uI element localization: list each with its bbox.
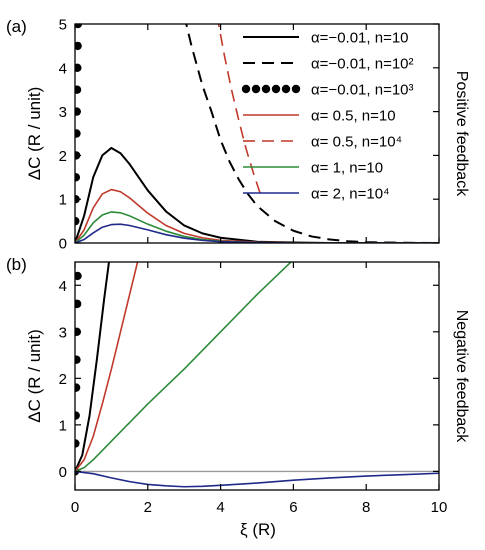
x-tick-label: 0 (71, 499, 79, 516)
plot-frame (74, 23, 440, 244)
legend-item: α= 0.5, n=10⁴ (243, 134, 402, 151)
legend-marker (291, 84, 301, 94)
series-2-markers (75, 271, 82, 476)
x-tick-label: 6 (289, 499, 297, 516)
data-point (75, 216, 80, 226)
series-3-markers (75, 24, 83, 243)
side-label: Positive feedback (453, 71, 470, 197)
data-point (75, 355, 81, 364)
legend-marker (281, 84, 291, 94)
legend-label: α=−0.01, n=10³ (311, 82, 414, 99)
legend-label: α=−0.01, n=10² (311, 56, 414, 73)
legend-marker (241, 84, 251, 94)
panel-label: (a) (6, 17, 27, 36)
legend-label: α=−0.01, n=10 (311, 30, 409, 47)
y-tick-label: 0 (59, 464, 67, 481)
series-3-line (75, 262, 139, 472)
data-point (75, 85, 82, 94)
legend-item: α=−0.01, n=10³ (241, 82, 414, 99)
x-tick-label: 4 (216, 499, 224, 516)
y-tick-label: 0 (59, 236, 67, 253)
series-6-line (75, 211, 439, 243)
data-point (75, 411, 80, 420)
legend-marker (271, 84, 281, 94)
y-axis-label: ΔC (R / unit) (25, 329, 44, 423)
x-axis-label: ξ (R) (240, 520, 276, 539)
plot-frame (74, 261, 440, 491)
y-tick-label: 2 (59, 371, 67, 388)
data-point (75, 24, 83, 29)
legend-marker (261, 84, 271, 94)
y-tick-label: 1 (59, 417, 67, 434)
data-point (75, 299, 82, 309)
x-tick-label: 2 (144, 499, 152, 516)
y-axis-label: ΔC (R / unit) (25, 87, 44, 181)
panel-label: (b) (6, 255, 27, 274)
panel-a: 0 1 2 3 4 5 (a) ΔC (R / unit) Positive feedback α… (6, 17, 470, 253)
legend-label: α= 0.5, n=10 (311, 108, 396, 125)
x-tick-label: 10 (431, 499, 448, 516)
side-label: Negative feedback (453, 310, 470, 444)
data-point (75, 41, 82, 51)
legend-label: α= 2, n=10⁴ (311, 186, 390, 203)
legend-marker (251, 84, 261, 94)
legend-item: α=−0.01, n=10 (243, 30, 409, 47)
data-point (75, 271, 82, 281)
y-tick-label: 4 (59, 60, 67, 77)
legend-item: α= 0.5, n=10 (243, 108, 396, 125)
panel-b: 0 1 2 3 4 0 2 4 6 8 10 (b) ΔC (R / unit) Negative fee… (6, 255, 470, 516)
legend-label: α= 0.5, n=10⁴ (311, 134, 402, 151)
legend-item: α= 2, n=10⁴ (243, 186, 390, 203)
series-4-line (75, 262, 293, 473)
data-point (75, 383, 81, 392)
y-tick-label: 3 (59, 324, 67, 341)
y-tick-label: 3 (59, 104, 67, 121)
series-1-line (75, 262, 110, 472)
plot-area (75, 262, 439, 488)
series-7-line (75, 223, 439, 243)
series-2-line (185, 24, 439, 243)
y-tick-label: 4 (59, 278, 67, 295)
series-5-line (75, 470, 439, 488)
legend-item: α= 1, n=10 (243, 160, 383, 177)
legend-label: α= 1, n=10 (311, 160, 383, 177)
plot-area (75, 24, 439, 243)
legend: α=−0.01, n=10 α=−0.01, n=10² α=−0.01, n=10… (241, 30, 414, 203)
data-point (75, 173, 81, 182)
series-5-line (217, 24, 262, 196)
y-tick-label: 1 (59, 192, 67, 209)
y-tick-label: 2 (59, 148, 67, 165)
data-point (75, 439, 80, 448)
data-point (75, 129, 81, 138)
x-tick-label: 8 (362, 499, 370, 516)
y-tick-label: 5 (59, 17, 67, 34)
legend-item: α=−0.01, n=10² (243, 56, 414, 73)
